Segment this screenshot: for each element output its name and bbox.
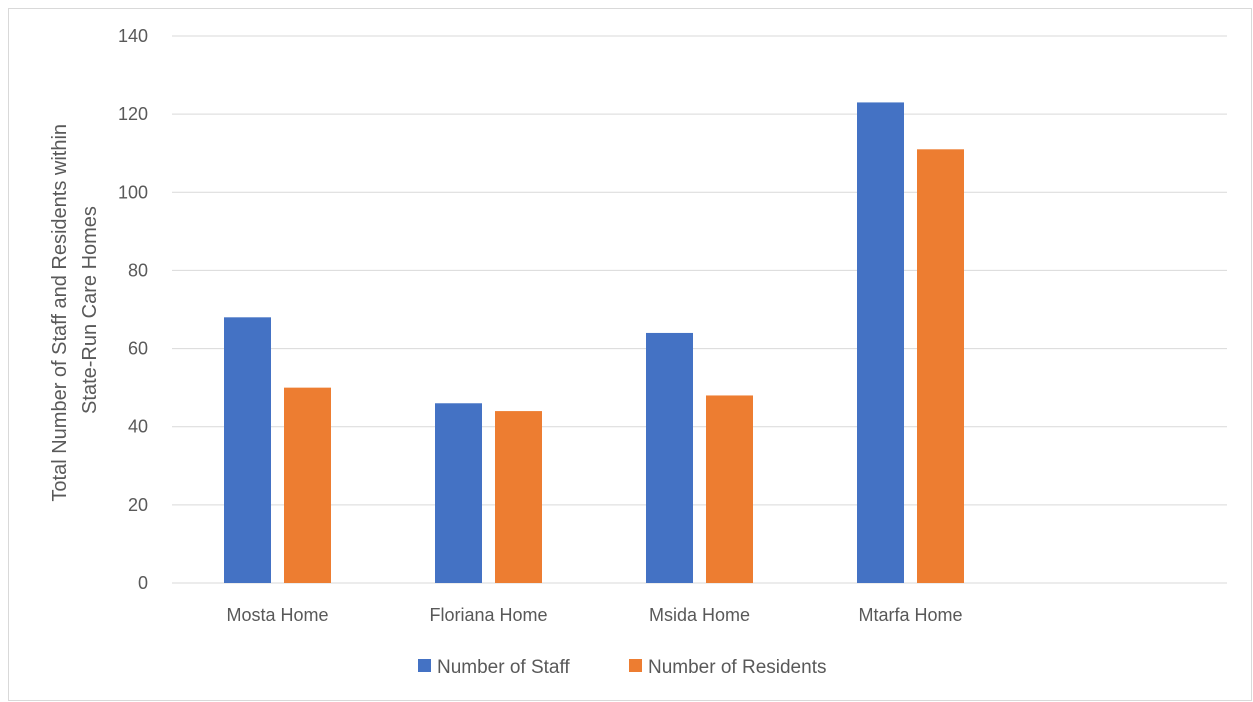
legend-label: Number of Residents — [648, 657, 826, 678]
y-tick-label: 60 — [128, 339, 148, 359]
x-tick-label: Mosta Home — [226, 605, 328, 625]
bar-staff — [224, 317, 271, 583]
bar-staff — [857, 102, 904, 583]
bar-staff — [435, 403, 482, 583]
legend-label: Number of Staff — [437, 657, 570, 678]
y-tick-label: 100 — [118, 182, 148, 202]
legend-swatch — [418, 659, 431, 672]
legend: Number of Staff Number of Residents — [418, 657, 826, 678]
bar-residents — [917, 149, 964, 583]
bar-residents — [284, 388, 331, 583]
y-tick-label: 40 — [128, 417, 148, 437]
y-tick-label: 140 — [118, 26, 148, 46]
y-tick-label: 0 — [138, 573, 148, 593]
x-tick-labels: Mosta Home Floriana Home Msida Home Mtarfa … — [226, 605, 962, 625]
y-tick-labels: 0 20 40 60 80 100 120 140 — [118, 26, 148, 593]
x-tick-label: Msida Home — [649, 605, 750, 625]
bars — [224, 102, 964, 583]
y-axis-title-line-1: Total Number of Staff and Residents with… — [49, 124, 71, 502]
y-axis-title-line-2: State-Run Care Homes — [79, 206, 101, 414]
bar-residents — [495, 411, 542, 583]
y-tick-label: 80 — [128, 260, 148, 280]
legend-swatch — [629, 659, 642, 672]
y-tick-label: 20 — [128, 495, 148, 515]
y-axis-title: Total Number of Staff and Residents with… — [49, 118, 101, 501]
x-tick-label: Floriana Home — [429, 605, 547, 625]
x-tick-label: Mtarfa Home — [858, 605, 962, 625]
bar-staff — [646, 333, 693, 583]
y-tick-label: 120 — [118, 104, 148, 124]
bar-residents — [706, 395, 753, 583]
